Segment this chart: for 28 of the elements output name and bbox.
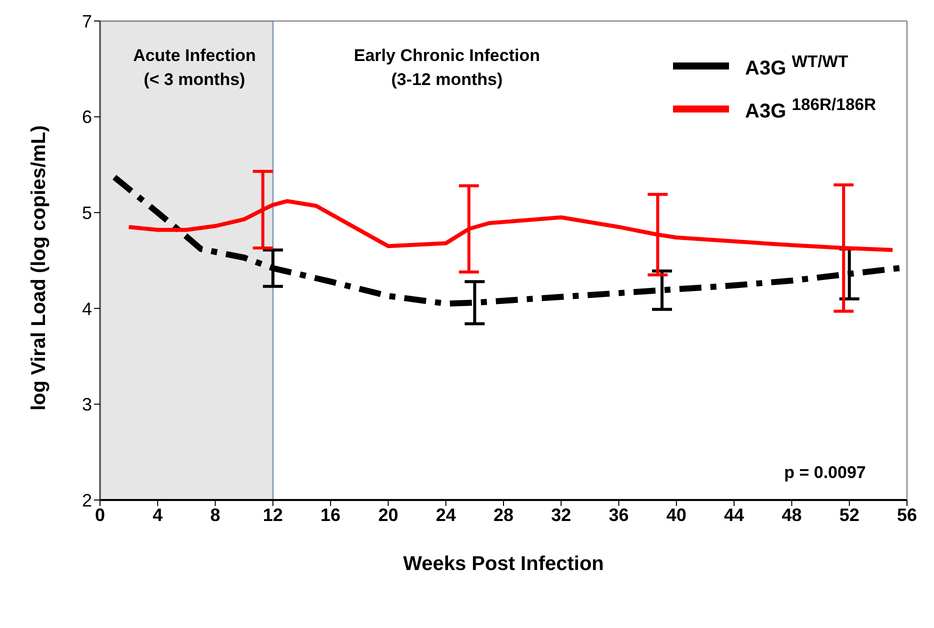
- x-tick-label: 32: [551, 504, 572, 525]
- x-tick-label: 28: [493, 504, 514, 525]
- annotation: p = 0.0097: [784, 463, 866, 482]
- x-tick-label: 12: [262, 504, 283, 525]
- x-tick-label: 56: [896, 504, 918, 525]
- x-tick-label: 16: [320, 504, 341, 525]
- y-tick-label: 7: [82, 11, 92, 32]
- x-tick-label: 24: [436, 504, 456, 525]
- x-axis-title: Weeks Post Infection: [403, 553, 604, 575]
- x-tick-label: 20: [378, 504, 398, 525]
- legend-label: A3G $^{WT/WT}$: [745, 52, 848, 81]
- legend-label: A3G $^{186R/186R}$: [745, 94, 876, 124]
- annotation: Acute Infection (< 3 months): [133, 46, 256, 89]
- x-tick-label: 40: [666, 504, 686, 525]
- x-tick-label: 8: [210, 504, 220, 525]
- annotation: Early Chronic Infection (3-12 months): [354, 46, 540, 89]
- x-tick-label: 4: [152, 504, 163, 525]
- y-tick-label: 5: [82, 202, 92, 223]
- x-tick-label: 52: [839, 504, 860, 525]
- x-tick-label: 0: [94, 504, 106, 525]
- x-tick-label: 44: [724, 504, 744, 525]
- y-tick-label: 6: [82, 107, 92, 128]
- y-tick-label: 4: [82, 298, 92, 319]
- y-axis-title: log Viral Load (log copies/mL): [28, 125, 50, 410]
- x-tick-label: 36: [608, 504, 629, 525]
- y-tick-label: 2: [82, 490, 92, 510]
- x-tick-label: 48: [782, 504, 802, 525]
- y-tick-label: 3: [82, 394, 92, 415]
